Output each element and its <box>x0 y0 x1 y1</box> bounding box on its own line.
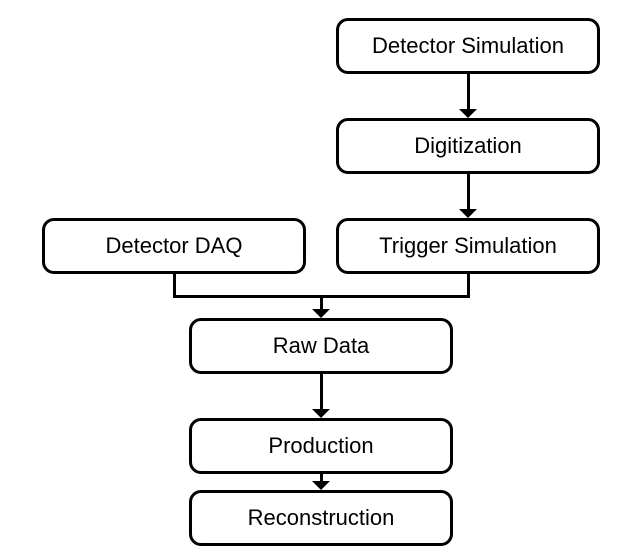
node-label: Raw Data <box>273 333 370 359</box>
edge-line <box>467 274 470 296</box>
node-label: Detector Simulation <box>372 33 564 59</box>
arrowhead-icon <box>312 481 330 490</box>
node-label: Trigger Simulation <box>379 233 557 259</box>
arrowhead-icon <box>459 109 477 118</box>
edge-line <box>467 174 470 209</box>
arrowhead-icon <box>312 309 330 318</box>
node-label: Digitization <box>414 133 522 159</box>
edge-line <box>173 274 176 296</box>
node-reconstruction: Reconstruction <box>189 490 453 546</box>
edge-line <box>467 74 470 109</box>
node-raw_data: Raw Data <box>189 318 453 374</box>
node-detector_sim: Detector Simulation <box>336 18 600 74</box>
edge-line <box>320 374 323 409</box>
node-label: Reconstruction <box>248 505 395 531</box>
node-production: Production <box>189 418 453 474</box>
node-label: Production <box>268 433 373 459</box>
edge-line <box>320 474 323 481</box>
node-label: Detector DAQ <box>106 233 243 259</box>
edge-line <box>320 295 323 310</box>
node-digitization: Digitization <box>336 118 600 174</box>
node-detector_daq: Detector DAQ <box>42 218 306 274</box>
flowchart-canvas: Detector Simulation Digitization Trigger S… <box>0 0 642 552</box>
arrowhead-icon <box>459 209 477 218</box>
arrowhead-icon <box>312 409 330 418</box>
node-trigger_sim: Trigger Simulation <box>336 218 600 274</box>
